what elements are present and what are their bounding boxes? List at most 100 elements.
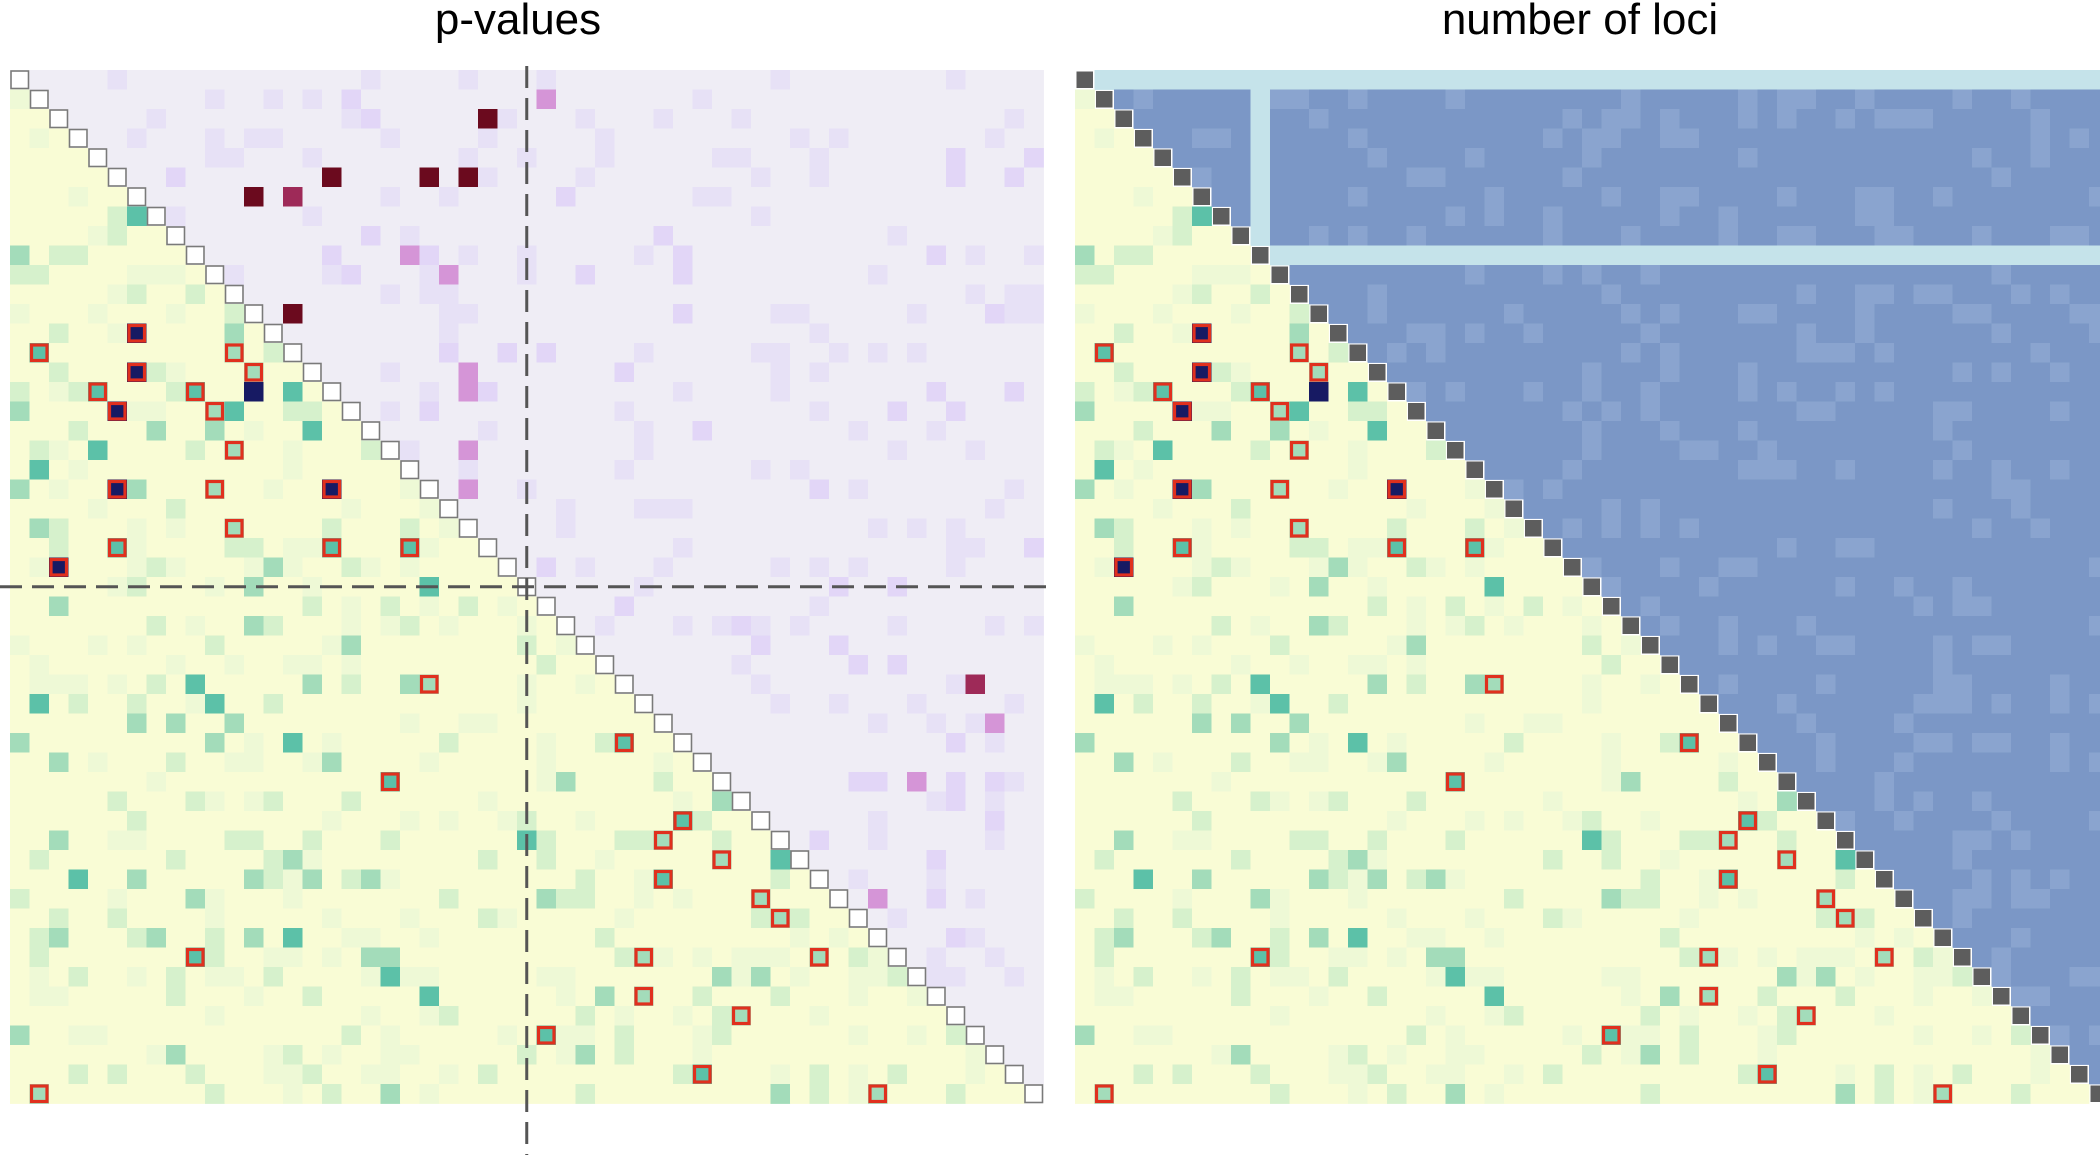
heatmap-cell — [205, 947, 225, 968]
heatmap-cell — [1835, 440, 1856, 461]
heatmap-cell — [1913, 284, 1934, 305]
heatmap-cell — [127, 109, 147, 129]
heatmap-cell — [1874, 518, 1895, 539]
heatmap-cell — [302, 986, 323, 1007]
heatmap-cell — [380, 1045, 401, 1065]
heatmap-cell — [1894, 382, 1914, 402]
heatmap-cell — [497, 850, 518, 870]
heatmap-cell — [1738, 323, 1758, 344]
heatmap-cell — [302, 947, 323, 968]
heatmap-cell — [1387, 265, 1407, 285]
heatmap-cell — [1894, 304, 1914, 324]
heatmap-cell — [790, 577, 810, 597]
heatmap-cell — [1504, 557, 1524, 578]
heatmap-cell — [1972, 323, 1992, 344]
heatmap-cell — [868, 791, 888, 812]
diagonal-cell — [302, 362, 322, 382]
heatmap-cell — [146, 889, 167, 909]
heatmap-cell — [868, 284, 888, 305]
heatmap-cell — [283, 323, 303, 344]
heatmap-cell — [1933, 616, 1953, 636]
heatmap-cell — [2089, 421, 2100, 441]
heatmap-cell — [1913, 362, 1934, 383]
heatmap-cell — [1004, 655, 1025, 675]
heatmap-cell — [731, 538, 752, 558]
heatmap-cell — [2011, 284, 2031, 305]
heatmap-cell — [1426, 596, 1446, 617]
heatmap-cell — [497, 226, 518, 246]
heatmap-cell — [1718, 830, 1739, 851]
heatmap-cell — [1855, 265, 1875, 285]
heatmap-cell — [29, 616, 50, 636]
heatmap-cell — [497, 811, 518, 831]
heatmap-cell — [107, 752, 128, 773]
heatmap-cell — [965, 986, 986, 1007]
heatmap-cell — [887, 284, 908, 305]
heatmap-cell — [1328, 265, 1349, 285]
heatmap-cell — [1114, 284, 1134, 305]
heatmap-cell — [536, 284, 557, 305]
heatmap-cell — [263, 1006, 284, 1026]
heatmap-cell — [1894, 499, 1914, 519]
heatmap-cell — [712, 635, 732, 656]
heatmap-cell — [1094, 440, 1115, 461]
heatmap-cell — [68, 499, 89, 519]
heatmap-cell — [1738, 70, 1758, 90]
heatmap-cell — [1309, 694, 1329, 714]
heatmap-cell — [49, 284, 69, 305]
heatmap-cell — [1465, 382, 1485, 402]
heatmap-cell — [2050, 440, 2070, 461]
heatmap-cell — [848, 460, 869, 480]
heatmap-cell — [341, 596, 362, 617]
heatmap-cell — [1153, 128, 1173, 149]
heatmap-cell — [1913, 382, 1934, 402]
heatmap-cell — [185, 908, 206, 929]
heatmap-cell — [1309, 791, 1329, 812]
heatmap-cell — [146, 713, 167, 734]
heatmap-cell — [1933, 596, 1953, 617]
heatmap-cell — [692, 869, 713, 890]
heatmap-cell — [868, 694, 888, 714]
heatmap-cell — [1543, 694, 1563, 714]
heatmap-cell — [2069, 791, 2090, 812]
heatmap-cell — [1660, 713, 1680, 734]
heatmap-cell — [1250, 518, 1271, 539]
heatmap-cell — [1328, 752, 1349, 773]
heatmap-cell — [1972, 674, 1992, 695]
heatmap-cell — [283, 947, 303, 968]
heatmap-cell — [380, 479, 401, 500]
heatmap-cell — [322, 206, 342, 227]
heatmap-cell — [1738, 557, 1758, 578]
heatmap-cell — [341, 1006, 362, 1026]
heatmap-cell — [731, 986, 752, 1007]
heatmap-cell — [322, 167, 342, 188]
heatmap-cell — [380, 947, 401, 968]
heatmap-cell — [1699, 596, 1719, 617]
heatmap-cell — [361, 167, 381, 188]
heatmap-cell — [478, 947, 498, 968]
heatmap-cell — [965, 674, 986, 695]
heatmap-cell — [1004, 362, 1025, 383]
heatmap-cell — [692, 362, 713, 383]
heatmap-cell — [458, 694, 479, 714]
heatmap-cell — [1367, 830, 1388, 851]
heatmap-cell — [1679, 343, 1700, 363]
heatmap-cell — [653, 421, 674, 441]
heatmap-cell — [575, 401, 596, 422]
heatmap-cell — [517, 752, 537, 773]
heatmap-cell — [107, 850, 128, 870]
heatmap-cell — [712, 1064, 732, 1085]
heatmap-cell — [380, 304, 401, 324]
diagonal-cell — [809, 869, 829, 889]
heatmap-cell — [283, 557, 303, 578]
heatmap-cell — [536, 655, 557, 675]
heatmap-cell — [302, 752, 323, 773]
heatmap-cell — [1640, 538, 1661, 558]
heatmap-cell — [205, 479, 225, 500]
heatmap-cell — [146, 577, 167, 597]
heatmap-cell — [88, 635, 108, 656]
heatmap-cell — [829, 986, 849, 1007]
heatmap-cell — [965, 928, 986, 948]
heatmap-cell — [1933, 226, 1953, 246]
heatmap-cell — [2069, 128, 2090, 149]
